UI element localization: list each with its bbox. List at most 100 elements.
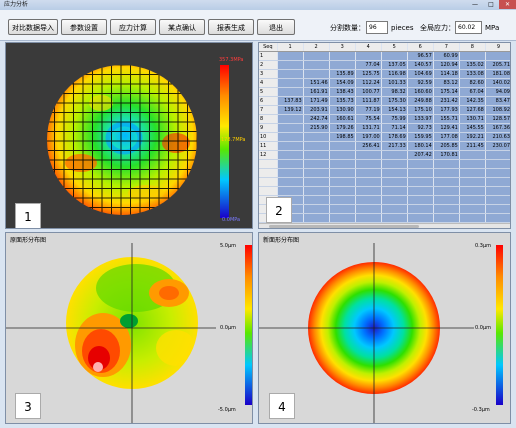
column-header[interactable]: 5	[381, 43, 408, 52]
stress-value-cell[interactable]	[381, 51, 408, 61]
stress-value-cell[interactable]: 256.41	[355, 141, 382, 151]
stress-value-cell[interactable]: 167.36	[485, 123, 510, 133]
table-row[interactable]: 1 96.57 60.99	[259, 51, 510, 61]
stress-value-cell[interactable]: 128.57	[485, 114, 510, 124]
stress-value-cell[interactable]	[277, 87, 304, 97]
stress-value-cell[interactable]: 197.00	[355, 132, 382, 142]
column-header[interactable]: 6	[407, 43, 434, 52]
row-seq-cell[interactable]: 7	[259, 105, 278, 115]
stress-value-cell[interactable]: 154.09	[329, 78, 356, 88]
stress-value-cell[interactable]: 175.30	[381, 96, 408, 106]
stress-value-cell[interactable]: 198.85	[329, 132, 356, 142]
stress-value-cell[interactable]: 215.90	[303, 123, 330, 133]
stress-value-cell[interactable]: 137.83	[277, 96, 304, 106]
scrollbar-thumb[interactable]	[269, 225, 419, 228]
exit-button[interactable]: 退出	[257, 19, 295, 35]
stress-value-cell[interactable]	[303, 51, 330, 61]
maximize-button[interactable]: □	[488, 1, 494, 8]
stress-value-cell[interactable]	[459, 150, 486, 160]
stress-value-cell[interactable]: 140.57	[407, 60, 434, 70]
stress-value-cell[interactable]	[329, 51, 356, 61]
report-generate-button[interactable]: 报表生成	[208, 19, 254, 35]
stress-value-cell[interactable]: 120.94	[433, 60, 460, 70]
stress-value-cell[interactable]: 77.04	[355, 60, 382, 70]
stress-value-cell[interactable]: 175.10	[407, 105, 434, 115]
stress-value-cell[interactable]: 135.89	[329, 69, 356, 79]
stress-value-cell[interactable]: 205.71	[485, 60, 510, 70]
stress-data-table-viewport[interactable]: Seq 1 2 3 4 5 6 7 8 9 1 96.57 60.99 2 77.04 137.05 140.5…	[259, 43, 510, 223]
table-row[interactable]: 4 151.46 154.09 112.24 101.33 92.59 83.12 82.60…	[259, 78, 510, 88]
stress-value-cell[interactable]: 111.87	[355, 96, 382, 106]
stress-value-cell[interactable]	[277, 141, 304, 151]
stress-value-cell[interactable]: 178.69	[381, 132, 408, 142]
stress-value-cell[interactable]	[277, 60, 304, 70]
stress-value-cell[interactable]: 77.19	[355, 105, 382, 115]
stress-value-cell[interactable]: 151.46	[303, 78, 330, 88]
row-seq-cell[interactable]: 5	[259, 87, 278, 97]
stress-value-cell[interactable]: 170.81	[433, 150, 460, 160]
stress-value-cell[interactable]: 217.33	[381, 141, 408, 151]
stress-value-cell[interactable]: 160.60	[407, 87, 434, 97]
column-header[interactable]: 8	[459, 43, 486, 52]
stress-value-cell[interactable]: 71.14	[381, 123, 408, 133]
row-seq-cell[interactable]: 4	[259, 78, 278, 88]
parameter-settings-button[interactable]: 参数设置	[61, 19, 107, 35]
table-row[interactable]: 11 256.41 217.33 180.14 205.85 211.45 230.07	[259, 141, 510, 151]
stress-map-canvas[interactable]	[6, 43, 253, 229]
column-header[interactable]: 1	[277, 43, 304, 52]
stress-value-cell[interactable]: 192.21	[459, 132, 486, 142]
row-seq-cell[interactable]: 10	[259, 132, 278, 142]
stress-value-cell[interactable]: 137.05	[381, 60, 408, 70]
table-row[interactable]: 7 139.12 203.91 130.90 77.19 154.13 175.10 177.…	[259, 105, 510, 115]
stress-value-cell[interactable]: 75.54	[355, 114, 382, 124]
column-header[interactable]: 7	[433, 43, 460, 52]
stress-value-cell[interactable]: 82.60	[459, 78, 486, 88]
stress-value-cell[interactable]	[355, 51, 382, 61]
stress-value-cell[interactable]: 139.12	[277, 105, 304, 115]
stress-value-cell[interactable]: 92.59	[407, 78, 434, 88]
table-row[interactable]: 10 198.85 197.00 178.69 159.95 177.08 192.21 21…	[259, 132, 510, 142]
stress-value-cell[interactable]: 94.09	[485, 87, 510, 97]
stress-value-cell[interactable]: 171.49	[303, 96, 330, 106]
new-surface-canvas[interactable]	[259, 233, 511, 424]
table-row[interactable]: 3 135.89 125.75 116.98 104.69 114.18 133.08 181…	[259, 69, 510, 79]
column-header[interactable]: Seq	[259, 43, 278, 52]
stress-value-cell[interactable]: 92.73	[407, 123, 434, 133]
stress-value-cell[interactable]: 131.71	[355, 123, 382, 133]
stress-value-cell[interactable]: 159.95	[407, 132, 434, 142]
row-seq-cell[interactable]: 2	[259, 60, 278, 70]
table-row[interactable]: 5 161.91 138.43 100.77 98.32 160.60 175.14 67.0…	[259, 87, 510, 97]
stress-value-cell[interactable]	[329, 60, 356, 70]
stress-value-cell[interactable]: 175.14	[433, 87, 460, 97]
stress-value-cell[interactable]: 161.91	[303, 87, 330, 97]
close-window-button[interactable]: ✕	[499, 0, 516, 9]
stress-value-cell[interactable]	[303, 150, 330, 160]
stress-value-cell[interactable]: 130.90	[329, 105, 356, 115]
stress-value-cell[interactable]: 98.32	[381, 87, 408, 97]
stress-value-cell[interactable]: 104.69	[407, 69, 434, 79]
stress-value-cell[interactable]: 249.88	[407, 96, 434, 106]
stress-value-cell[interactable]: 154.13	[381, 105, 408, 115]
stress-value-cell[interactable]	[303, 141, 330, 151]
stress-value-cell[interactable]: 75.99	[381, 114, 408, 124]
original-surface-canvas[interactable]	[6, 233, 253, 424]
stress-value-cell[interactable]: 129.41	[433, 123, 460, 133]
stress-value-cell[interactable]: 142.35	[459, 96, 486, 106]
stress-value-cell[interactable]: 108.92	[485, 105, 510, 115]
stress-value-cell[interactable]	[277, 51, 304, 61]
table-row[interactable]: 9 215.90 179.26 131.71 71.14 92.73 129.41 145.5…	[259, 123, 510, 133]
stress-value-cell[interactable]: 181.08	[485, 69, 510, 79]
stress-value-cell[interactable]: 177.08	[433, 132, 460, 142]
stress-value-cell[interactable]	[277, 132, 304, 142]
stress-value-cell[interactable]: 60.99	[433, 51, 460, 61]
stress-calculation-button[interactable]: 应力计算	[110, 19, 156, 35]
stress-value-cell[interactable]: 101.33	[381, 78, 408, 88]
horizontal-scrollbar[interactable]	[259, 223, 510, 228]
stress-value-cell[interactable]	[277, 78, 304, 88]
stress-value-cell[interactable]: 180.14	[407, 141, 434, 151]
stress-value-cell[interactable]: 133.97	[407, 114, 434, 124]
row-seq-cell[interactable]: 6	[259, 96, 278, 106]
row-seq-cell[interactable]: 12	[259, 150, 278, 160]
stress-value-cell[interactable]: 135.02	[459, 60, 486, 70]
column-header[interactable]: 9	[485, 43, 510, 52]
